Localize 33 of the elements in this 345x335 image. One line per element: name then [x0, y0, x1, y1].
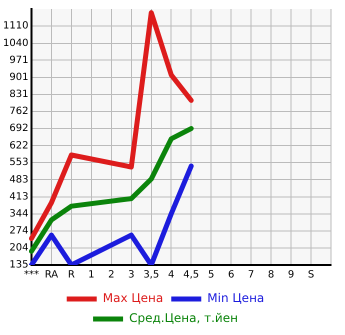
y-tick-label: 901: [9, 72, 28, 83]
x-tick-label: 9: [288, 270, 294, 281]
y-tick-label: 553: [9, 157, 28, 168]
legend-label: Max Цена: [102, 291, 164, 306]
x-tick-label: 8: [268, 270, 274, 281]
x-tick-label: 3,5: [143, 270, 160, 281]
x-tick-label: 1: [88, 270, 95, 281]
y-tick-label: 762: [9, 106, 28, 117]
x-tick-label: 2: [108, 270, 115, 281]
y-tick-label: 135: [9, 260, 28, 271]
y-tick-label: 1110: [2, 20, 28, 32]
y-tick-label: 413: [9, 191, 28, 202]
y-tick-label: 274: [9, 226, 28, 237]
y-tick-label: 692: [9, 123, 28, 134]
x-tick-label: ***: [24, 270, 39, 281]
y-tick-label: 483: [9, 174, 28, 186]
legend-label: Min Цена: [207, 291, 264, 306]
y-tick-label: 971: [9, 54, 28, 66]
y-tick-label: 344: [9, 208, 28, 220]
y-tick-label: 622: [9, 140, 28, 152]
x-tick-label: 6: [228, 270, 234, 281]
x-tick-label: 7: [248, 270, 254, 281]
y-tick-label: 1040: [2, 38, 28, 49]
legend-label: Сред.Цена, т.йен: [129, 311, 238, 326]
x-tick-label: 5: [208, 270, 214, 281]
x-tick-label: R: [68, 270, 75, 281]
x-tick-label: S: [308, 270, 314, 281]
y-tick-label: 831: [9, 89, 28, 100]
x-tick-label: RA: [44, 270, 58, 281]
y-tick-label: 204: [9, 242, 28, 254]
x-tick-label: 3: [128, 270, 134, 281]
x-tick-label: 4,5: [183, 270, 200, 281]
x-tick-label: 4: [168, 270, 174, 281]
